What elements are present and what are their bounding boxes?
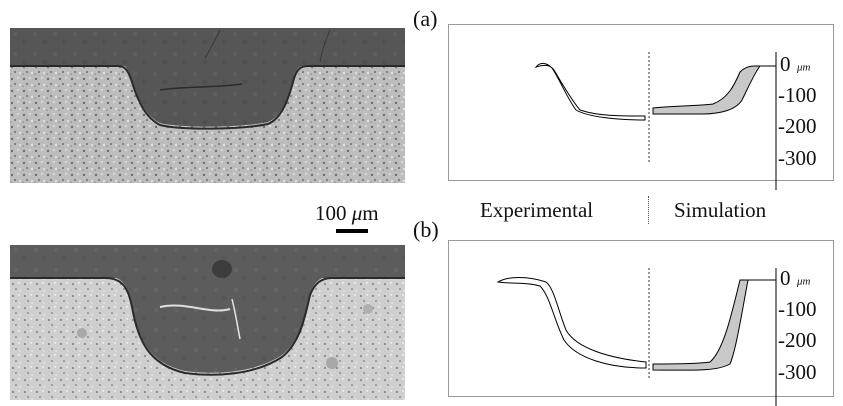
experimental-profile-a: [534, 62, 646, 121]
scale-bar-value: 100: [315, 201, 347, 225]
scale-bar-unit-suffix: m: [362, 201, 379, 225]
tick-b-300: -300: [778, 360, 817, 384]
tick-b-unit: μm: [796, 276, 811, 288]
profile-plot-b: 0 μm -100 -200 -300: [448, 240, 834, 406]
tick-a-300: -300: [778, 146, 817, 170]
tick-a-200: -200: [778, 114, 817, 138]
caption-divider: [648, 196, 649, 224]
tick-a-100: -100: [778, 83, 817, 107]
scale-bar-label: 100 μm: [315, 203, 379, 224]
simulation-profile-a: [652, 65, 761, 115]
caption-experimental: Experimental: [480, 198, 594, 222]
tick-b-0: 0: [780, 266, 791, 290]
tick-b-100: -100: [778, 297, 817, 321]
tick-a-unit: μm: [796, 62, 811, 74]
micrograph-a-image: [10, 28, 405, 183]
tick-b-200: -200: [778, 328, 817, 352]
tick-a-0: 0: [780, 52, 791, 76]
scale-bar-line: [336, 229, 368, 233]
micrograph-b: [10, 245, 405, 400]
simulation-profile-b: [652, 279, 749, 371]
caption-simulation: Simulation: [674, 198, 767, 222]
scale-bar-unit-symbol: μ: [351, 201, 363, 225]
profile-plot-a: 0 μm -100 -200 -300: [448, 24, 834, 190]
profile-plot-b-frame: [448, 240, 834, 397]
micrograph-a: [10, 28, 405, 183]
panel-label-b: (b): [413, 217, 439, 242]
experimental-profile-b: [496, 277, 647, 369]
profile-plot-a-frame: [448, 24, 834, 181]
micrograph-b-image: [10, 245, 405, 400]
panel-label-a: (a): [413, 6, 438, 31]
